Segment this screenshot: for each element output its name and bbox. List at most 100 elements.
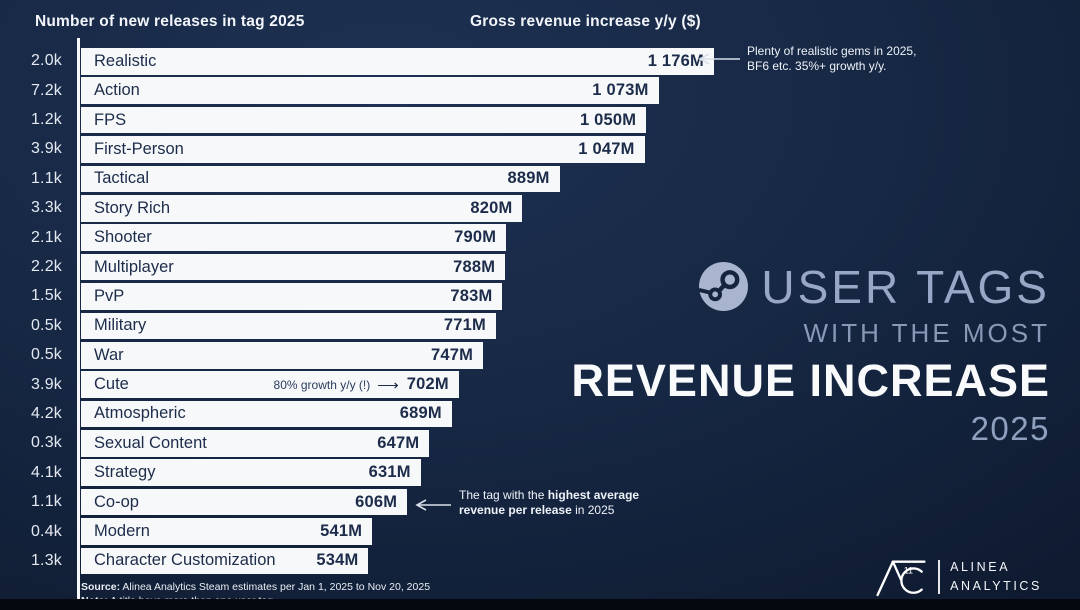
bar-track: Action 1 073M — [81, 77, 714, 104]
bar-track: Shooter 790M — [81, 224, 714, 251]
release-count: 3.9k — [30, 140, 62, 158]
bar-value: 702M — [406, 375, 449, 394]
release-count: 0.5k — [30, 346, 62, 364]
chart-row-cute: 3.9k Cute 80% growth y/y (!) ⟶ 702M — [20, 371, 714, 398]
bar-first-person: First-Person 1 047M — [81, 136, 645, 163]
bar-value: 790M — [454, 228, 497, 247]
bar-modern: Modern 541M — [81, 518, 373, 545]
title-user-tags: USER TAGS — [761, 260, 1050, 313]
alinea-monogram-icon: 11 — [876, 560, 926, 597]
bar-track: Multiplayer 788M — [81, 253, 714, 281]
annotation-coop-text: in 2025 — [571, 503, 615, 518]
release-count: 0.5k — [30, 316, 62, 334]
tag-label: Action — [94, 81, 140, 100]
bar-action: Action 1 073M — [81, 77, 659, 104]
chart-row-multiplayer: 2.2k Multiplayer 788M — [20, 253, 714, 281]
bar-track: Tactical 889M — [81, 165, 714, 193]
alinea-monogram-sub: 11 — [904, 565, 913, 575]
chart-row-shooter: 2.1k Shooter 790M — [20, 224, 714, 251]
annotation-coop-bold: highest average — [547, 488, 640, 502]
release-count: 1.3k — [30, 551, 62, 569]
chart-row-character-customization: 1.3k Character Customization 534M — [20, 547, 714, 575]
chart-row-atmospheric: 4.2k Atmospheric 689M — [20, 400, 714, 428]
tag-label: Story Rich — [94, 198, 171, 217]
tag-label: FPS — [94, 110, 127, 129]
bar-track: Sexual Content 647M — [81, 430, 714, 457]
bar-fps: FPS 1 050M — [81, 106, 647, 134]
bar-value: 1 073M — [592, 81, 649, 100]
release-count: 7.2k — [30, 81, 62, 99]
alinea-analytics-logo: 11 ALINEA ANALYTICS — [874, 557, 1042, 597]
bar-realistic: Realistic 1 176M — [81, 48, 714, 75]
annotation-realistic: Plenty of realistic gems in 2025, BF6 et… — [747, 44, 916, 75]
annotation-coop-line2: revenue per release in 2025 — [459, 503, 639, 518]
title-with-the-most: WITH THE MOST — [803, 318, 1050, 348]
chart-row-war: 0.5k War 747M — [20, 341, 714, 369]
left-arrow-icon — [415, 499, 451, 511]
tag-label: Co-op — [94, 492, 139, 511]
alinea-name-line2: ANALYTICS — [950, 579, 1042, 593]
axis-baseline — [77, 38, 80, 604]
bar-multiplayer: Multiplayer 788M — [81, 253, 506, 281]
bar-track: Military 771M — [81, 312, 714, 340]
tag-label: Tactical — [94, 169, 150, 188]
bar-shooter: Shooter 790M — [81, 224, 507, 251]
bar-value: 534M — [316, 551, 359, 570]
title-row-user-tags: USER TAGS — [571, 262, 1050, 311]
tag-label: Multiplayer — [94, 257, 174, 276]
bar-track: Co-op 606M — [81, 488, 714, 516]
bar-track: Realistic 1 176M — [81, 48, 714, 75]
release-count: 4.2k — [30, 404, 62, 422]
bottom-vignette — [0, 599, 1080, 610]
bar-pvp: PvP 783M — [81, 283, 503, 310]
bar-value: 783M — [450, 286, 493, 305]
chart-row-tactical: 1.1k Tactical 889M — [20, 165, 714, 193]
bar-value: 606M — [355, 492, 398, 511]
tag-label: War — [94, 345, 124, 364]
title-year: 2025 — [970, 410, 1050, 447]
left-arrow-icon — [698, 53, 740, 65]
annotation-coop: The tag with the highest average revenue… — [459, 488, 639, 519]
bar-track: Cute 80% growth y/y (!) ⟶ 702M — [81, 371, 714, 398]
tag-label: Military — [94, 316, 147, 335]
release-count: 3.9k — [30, 375, 62, 393]
bar-track: Atmospheric 689M — [81, 400, 714, 428]
release-count: 2.1k — [30, 228, 62, 246]
bar-track: War 747M — [81, 341, 714, 369]
bar-value: 541M — [320, 522, 363, 541]
bar-value: 647M — [377, 433, 420, 452]
steam-icon — [699, 262, 749, 311]
bar-atmospheric: Atmospheric 689M — [81, 400, 452, 428]
annotation-coop-bold: revenue per release — [459, 503, 572, 518]
bar-track: FPS 1 050M — [81, 106, 714, 134]
chart-row-sexual-content: 0.3k Sexual Content 647M — [20, 430, 714, 457]
bar-track: First-Person 1 047M — [81, 136, 714, 163]
tag-label: First-Person — [94, 139, 184, 158]
chart-row-action: 7.2k Action 1 073M — [20, 77, 714, 104]
bar-track: Strategy 631M — [81, 459, 714, 487]
bar-strategy: Strategy 631M — [81, 459, 421, 487]
chart-row-fps: 1.2k FPS 1 050M — [20, 106, 714, 134]
tag-label: Realistic — [94, 51, 157, 70]
bar-track: Modern 541M — [81, 518, 714, 545]
bar-value: 631M — [368, 463, 411, 482]
annotation-realistic-line1: Plenty of realistic gems in 2025, — [747, 44, 917, 58]
chart-row-modern: 0.4k Modern 541M — [20, 518, 714, 545]
bar-story-rich: Story Rich 820M — [81, 194, 523, 222]
bar-value: 689M — [399, 404, 442, 423]
chart-row-military: 0.5k Military 771M — [20, 312, 714, 340]
release-count: 0.4k — [30, 522, 62, 540]
footer-source-text: Alinea Analytics Steam estimates per Jan… — [120, 581, 431, 593]
tag-label: Shooter — [94, 228, 152, 247]
tag-label: Cute — [94, 375, 129, 394]
annotation-realistic-line2: BF6 etc. 35%+ growth y/y. — [747, 59, 887, 74]
bar-value: 820M — [470, 198, 513, 217]
release-count: 3.3k — [30, 199, 62, 217]
release-count: 4.1k — [30, 463, 62, 481]
release-count: 1.1k — [30, 169, 62, 187]
tag-label: Sexual Content — [94, 433, 207, 452]
annotation-coop-text: The tag with the — [459, 488, 548, 502]
bar-tactical: Tactical 889M — [81, 165, 560, 193]
footer-source: Source: Alinea Analytics Steam estimates… — [81, 580, 430, 594]
